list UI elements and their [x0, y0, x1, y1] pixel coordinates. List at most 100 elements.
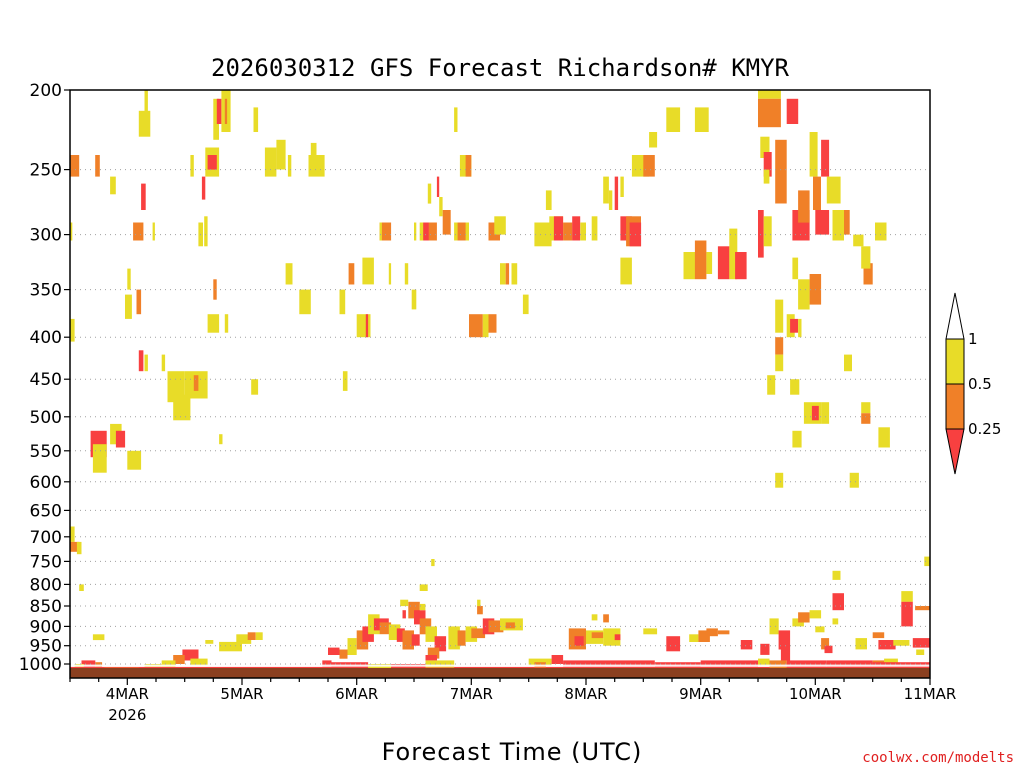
ri-region-orange [95, 155, 100, 177]
ri-region-yellow [425, 626, 437, 642]
ri-region-yellow [809, 132, 818, 177]
ri-region-yellow [448, 626, 460, 650]
colorbar-bin-gt1 [945, 292, 965, 340]
ri-region-red [425, 655, 437, 661]
ri-region-orange [133, 222, 144, 241]
x-tick-label: 11MAR [904, 685, 957, 703]
x-tick-label: 6MAR [335, 685, 378, 703]
ri-region-orange [844, 210, 850, 235]
colorbar-label: 0.25 [968, 420, 1001, 438]
ri-region-red [328, 647, 340, 655]
ri-region-yellow [758, 90, 781, 99]
ri-region-red [778, 630, 791, 650]
ri-region-orange [863, 263, 873, 285]
ri-region-red [322, 660, 332, 667]
y-tick-label: 400 [30, 328, 62, 348]
ri-region-yellow [620, 257, 632, 285]
y-tick-label: 750 [30, 552, 62, 572]
ri-region-yellow [224, 314, 229, 333]
ri-region-yellow [477, 599, 481, 607]
ri-region-yellow [591, 614, 598, 621]
ri-region-yellow [545, 190, 552, 210]
ri-region-red [201, 176, 206, 200]
ri-region-red [912, 638, 930, 648]
ri-region-orange [505, 263, 510, 285]
ri-region-red [216, 98, 222, 124]
ri-region-red [666, 636, 681, 652]
ri-region-red [700, 660, 758, 667]
ri-region-yellow [173, 394, 191, 421]
ri-region-orange [758, 98, 781, 128]
ri-region-yellow [844, 354, 852, 372]
ri-region-orange [70, 155, 80, 177]
ri-region-orange [465, 155, 472, 177]
ri-region-yellow [110, 176, 116, 195]
y-tick-label: 300 [30, 226, 62, 246]
ri-region-yellow [411, 289, 417, 310]
ri-region-yellow [775, 472, 784, 488]
ri-region-red [901, 601, 913, 627]
ri-region-yellow [528, 658, 552, 666]
ri-region-yellow [356, 314, 371, 338]
ri-region-yellow [276, 139, 286, 170]
ri-region-red [182, 649, 199, 661]
ri-region-orange [643, 155, 655, 177]
ri-region-yellow [92, 634, 105, 641]
ri-region-yellow [760, 136, 770, 158]
ri-region-yellow [534, 222, 552, 247]
chart-title: 2026030312 GFS Forecast Richardson# KMYR [211, 54, 790, 82]
ri-region-yellow [207, 314, 220, 333]
ri-region-red [434, 636, 447, 652]
ri-region-red [821, 139, 830, 177]
ri-region-yellow [70, 526, 75, 542]
ri-region-yellow [767, 375, 776, 395]
ri-region-orange [224, 98, 228, 124]
ri-region-yellow [511, 263, 518, 285]
y-tick-label: 350 [30, 281, 62, 301]
y-tick-label: 700 [30, 528, 62, 548]
ri-region-orange [408, 601, 420, 619]
ri-region-yellow [79, 584, 84, 591]
ri-region-yellow [152, 222, 155, 241]
ri-region-yellow [110, 423, 122, 445]
ri-region-red [763, 152, 772, 177]
ri-region-yellow [494, 216, 506, 235]
ri-region-red [574, 636, 584, 646]
ri-region-orange [193, 375, 199, 391]
y-tick-label: 850 [30, 597, 62, 617]
ri-region-yellow [362, 257, 374, 285]
ri-region-yellow [861, 246, 871, 269]
ri-region-yellow [427, 183, 432, 204]
ri-region-red [832, 593, 844, 611]
ri-region-yellow [878, 427, 890, 448]
ri-region-yellow [763, 169, 770, 184]
x-axis: 4MAR 2026 5MAR 6MAR 7MAR 8MAR 9MAR 10MAR 11MAR [69, 678, 957, 724]
ri-region-orange [563, 222, 573, 241]
ri-region-yellow [790, 379, 800, 395]
ri-region-red [411, 634, 420, 646]
grid-lines [70, 169, 930, 665]
ri-region-yellow [127, 450, 142, 470]
ri-region-yellow [620, 176, 624, 197]
ri-region-yellow [299, 289, 311, 315]
y-tick-label: 900 [30, 617, 62, 637]
ri-region-yellow [916, 649, 925, 655]
colorbar-bin-orange [945, 383, 965, 430]
ri-region-yellow [706, 252, 713, 274]
ri-region-yellow [339, 289, 346, 315]
ri-region-yellow [649, 132, 658, 148]
ri-region-yellow [683, 252, 695, 280]
ri-region-red [717, 246, 730, 280]
ri-region-orange [861, 413, 871, 424]
ri-region-red [115, 430, 126, 448]
ri-region-yellow [591, 216, 598, 241]
ri-region-yellow [875, 222, 887, 241]
x-axis-label: Forecast Time (UTC) [382, 738, 643, 766]
ri-region-yellow [308, 155, 325, 177]
ri-region-yellow [144, 664, 162, 670]
ri-region-yellow [205, 640, 214, 644]
ri-region-yellow [832, 618, 839, 625]
ri-region-red [138, 350, 144, 372]
ri-region-orange [769, 660, 787, 669]
ri-region-yellow [775, 354, 784, 372]
